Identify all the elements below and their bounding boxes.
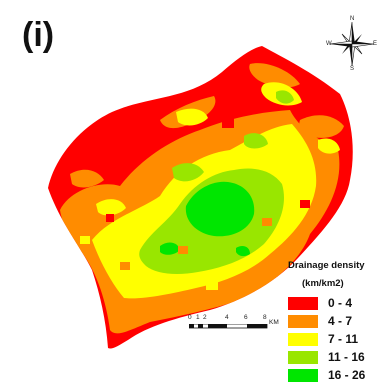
legend-label: 0 - 4 bbox=[328, 295, 353, 310]
legend-item: 4 - 7 bbox=[288, 313, 378, 328]
legend-swatch bbox=[288, 350, 318, 364]
scale-tick-label: 4 bbox=[225, 314, 229, 321]
legend-items: 0 - 4 4 - 7 7 - 11 11 - 16 16 - 26 bbox=[288, 289, 378, 382]
legend-item: 11 - 16 bbox=[288, 349, 378, 364]
legend-item: 16 - 26 bbox=[288, 367, 378, 382]
map-legend: Drainage density (km/km2) 0 - 4 4 - 7 7 … bbox=[288, 260, 378, 382]
legend-label: 16 - 26 bbox=[328, 367, 366, 382]
compass-south-label: S bbox=[350, 66, 355, 72]
legend-swatch bbox=[288, 368, 318, 382]
scale-tick-label: 6 bbox=[244, 314, 248, 321]
legend-item: 0 - 4 bbox=[288, 295, 378, 310]
scale-tick-label: 8 bbox=[263, 314, 267, 321]
legend-swatch bbox=[288, 296, 318, 310]
scale-tick-label: 1 bbox=[196, 314, 200, 321]
legend-swatch bbox=[288, 314, 318, 328]
scale-tick-label: 0 bbox=[188, 314, 192, 321]
scale-unit-label: KM bbox=[269, 319, 279, 326]
north-arrow-compass: N S E W bbox=[326, 16, 378, 72]
scale-bar: 0 1 2 4 6 8 KM bbox=[188, 314, 288, 339]
legend-title: Drainage density bbox=[288, 260, 365, 271]
panel-label: (i) bbox=[22, 16, 55, 54]
scale-bar-graphic bbox=[189, 324, 268, 329]
compass-north-label: N bbox=[350, 16, 355, 22]
legend-label: 11 - 16 bbox=[328, 349, 365, 364]
scale-tick-label: 2 bbox=[203, 314, 207, 321]
legend-unit: (km/km2) bbox=[302, 277, 344, 289]
compass-rose-icon bbox=[329, 21, 375, 67]
compass-east-label: E bbox=[373, 41, 378, 47]
legend-label: 7 - 11 bbox=[328, 331, 359, 346]
legend-item: 7 - 11 bbox=[288, 331, 378, 346]
legend-swatch bbox=[288, 332, 318, 346]
legend-label: 4 - 7 bbox=[328, 313, 353, 328]
compass-west-label: W bbox=[326, 41, 332, 47]
